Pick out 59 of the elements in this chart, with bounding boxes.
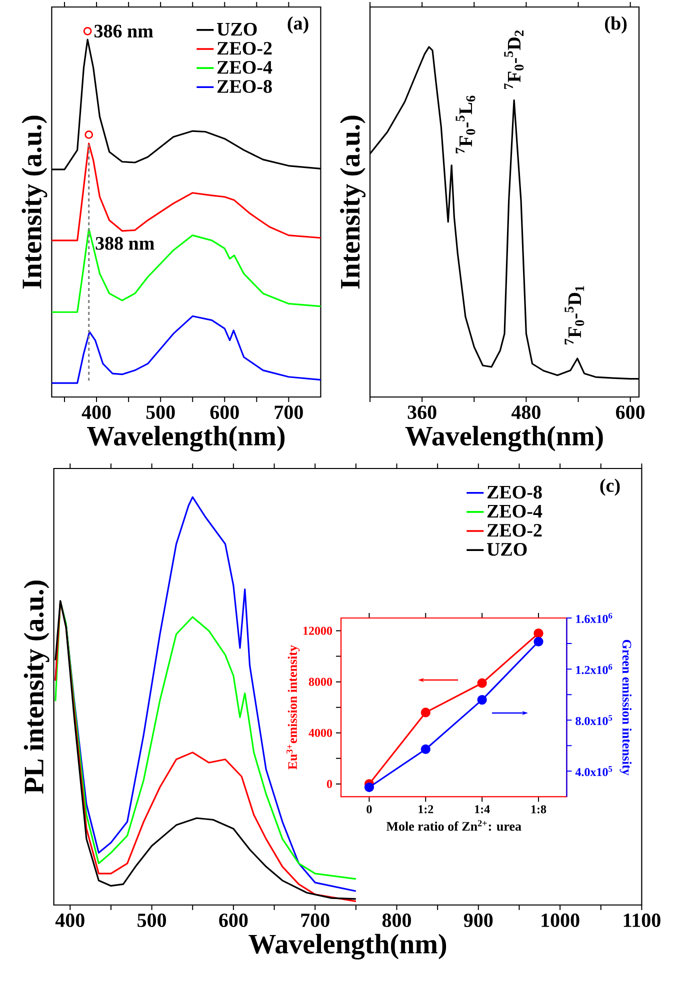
x-tick-label: 600 <box>210 406 239 420</box>
x-tick-label: 360 <box>408 406 436 420</box>
x-tick-label: 1:4 <box>475 805 490 814</box>
x-tick-label: 1000 <box>542 914 580 928</box>
point <box>364 782 374 792</box>
x-tick-label: 480 <box>511 406 540 420</box>
legend-label: ZEO-2 <box>487 524 542 537</box>
point <box>534 628 544 638</box>
x-tick-label: 1100 <box>624 914 660 928</box>
point <box>420 708 430 718</box>
annotation: 386 nm <box>94 24 154 38</box>
y-tick-label: 0 <box>326 780 332 788</box>
y-axis-title: Intensity (a.u.) <box>340 116 366 289</box>
chart-title: (a) <box>288 16 308 34</box>
x-tick-label: 500 <box>138 914 166 928</box>
y-axis-title: Intensity (a.u.) <box>22 116 48 289</box>
point <box>420 744 430 754</box>
legend-label: ZEO-2 <box>217 42 272 55</box>
x-tick-label: 0 <box>366 805 372 814</box>
annotation: 388 nm <box>96 236 154 250</box>
legend-label: ZEO-8 <box>217 80 272 93</box>
point <box>534 636 544 646</box>
y2-tick-label: 1.6x10$^{6}$ <box>576 612 612 624</box>
legend-label: ZEO-8 <box>487 486 542 499</box>
y2-tick-label: 1.2x10$^{6}$ <box>576 664 612 674</box>
x-tick-label: 600 <box>616 406 645 420</box>
x-axis-title: Mole ratio of Zn$^{2+}$: urea <box>386 820 522 831</box>
x-axis-title: Wavelength(nm) <box>405 426 603 452</box>
x-tick-label: 700 <box>301 914 330 928</box>
y2-tick-label: 8.0x10$^{5}$ <box>576 715 612 726</box>
point <box>477 695 487 705</box>
chart-title: (b) <box>605 16 627 34</box>
y-tick-label: 4000 <box>308 728 332 737</box>
legend-label: ZEO-4 <box>217 61 272 74</box>
y2-axis-title: Green emission intensity <box>620 640 632 776</box>
x-axis-title: Wavelength(nm) <box>87 426 285 452</box>
y-axis-title: Eu$^{3+}$emission intensity <box>286 645 300 770</box>
annotation: $^{7}$F$_{0}$-$^{5}$L$_{6}$ <box>456 96 476 154</box>
y-tick-label: 12000 <box>303 626 332 635</box>
x-tick-label: 600 <box>219 914 248 928</box>
x-tick-label: 800 <box>382 914 411 928</box>
x-tick-label: 900 <box>464 914 493 928</box>
legend-label: UZO <box>486 543 527 556</box>
legend-label: UZO <box>216 22 257 36</box>
chart-title: (c) <box>600 478 620 496</box>
point <box>477 678 487 688</box>
x-axis-title: Wavelength(nm) <box>248 934 446 960</box>
x-tick-label: 1:8 <box>531 805 546 814</box>
x-tick-label: 400 <box>55 914 84 928</box>
y-tick-label: 8000 <box>308 678 332 686</box>
annotation: $^{7}$F$_{0}$-$^{5}$D$_{1}$ <box>564 286 584 344</box>
x-tick-label: 400 <box>82 406 111 420</box>
x-tick-label: 500 <box>146 406 175 420</box>
legend-label: ZEO-4 <box>487 504 542 518</box>
y2-tick-label: 4.0x10$^{5}$ <box>575 766 612 776</box>
x-tick-label: 700 <box>274 406 303 420</box>
y-axis-title: PL intensity (a.u.) <box>24 580 50 794</box>
x-tick-label: 1:2 <box>418 805 434 814</box>
annotation: $^{7}$F$_{0}$-$^{5}$D$_{2}$ <box>504 30 524 89</box>
